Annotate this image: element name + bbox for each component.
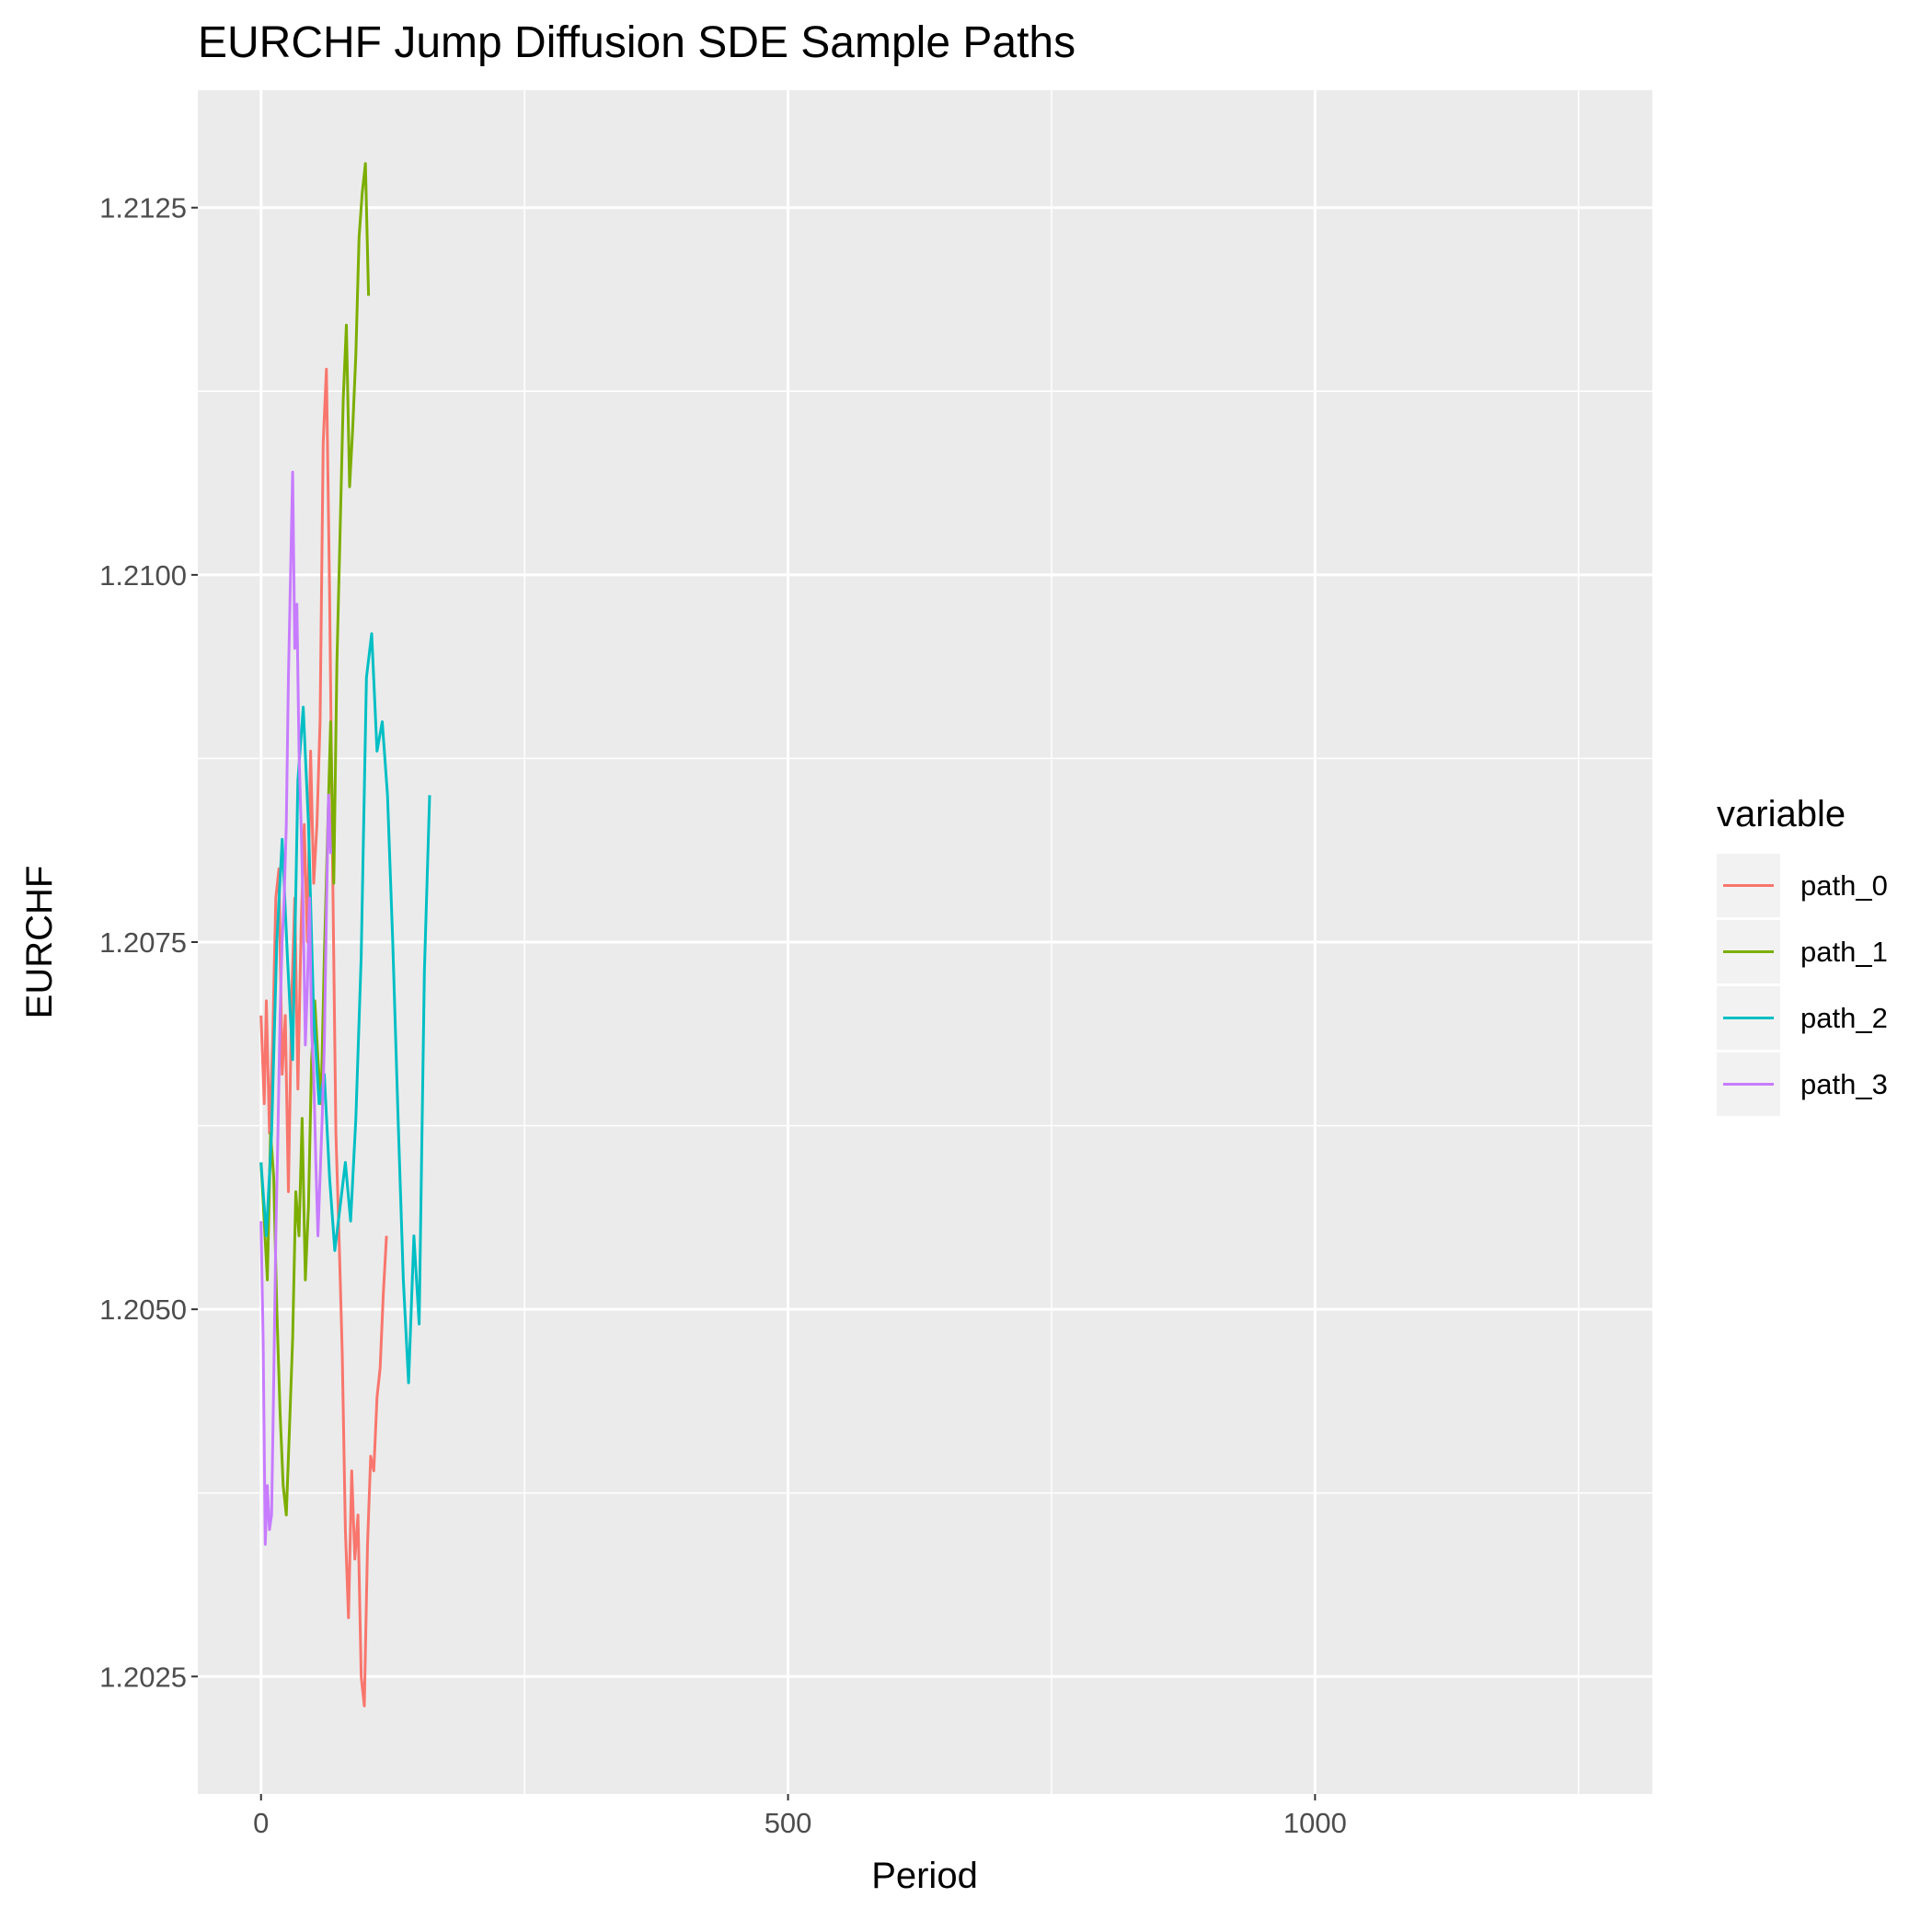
x-tick-label: 0 <box>253 1807 269 1839</box>
legend: variable path_0 path_1 path_2 path_3 <box>1717 794 1888 1116</box>
y-tick-label: 1.2100 <box>99 559 187 592</box>
series-line-path_1 <box>259 162 371 1517</box>
y-axis-title: EURCHF <box>19 866 60 1019</box>
series-layer <box>259 162 431 1708</box>
major-gridlines <box>198 90 1652 1794</box>
legend-label-path_3: path_3 <box>1800 1068 1888 1100</box>
legend-label-path_1: path_1 <box>1800 936 1888 968</box>
x-tick-label: 1000 <box>1283 1807 1347 1839</box>
y-tick-label: 1.2050 <box>99 1294 187 1326</box>
legend-label-path_2: path_2 <box>1800 1002 1888 1034</box>
x-axis-title: Period <box>871 1856 978 1896</box>
x-tick-label: 500 <box>765 1807 812 1839</box>
chart-title: EURCHF Jump Diffusion SDE Sample Paths <box>198 18 1075 67</box>
y-axis: 1.2025 1.2050 1.2075 1.2100 1.2125 <box>99 192 198 1693</box>
x-axis: 0 500 1000 <box>253 1794 1347 1839</box>
series-line-path_2 <box>259 632 431 1385</box>
y-tick-label: 1.2125 <box>99 192 187 224</box>
series-line-path_3 <box>259 470 332 1547</box>
legend-title: variable <box>1717 794 1846 834</box>
y-tick-label: 1.2025 <box>99 1661 187 1693</box>
legend-items: path_0 path_1 path_2 path_3 <box>1717 854 1888 1116</box>
y-tick-label: 1.2075 <box>99 926 187 959</box>
legend-label-path_0: path_0 <box>1800 869 1888 902</box>
